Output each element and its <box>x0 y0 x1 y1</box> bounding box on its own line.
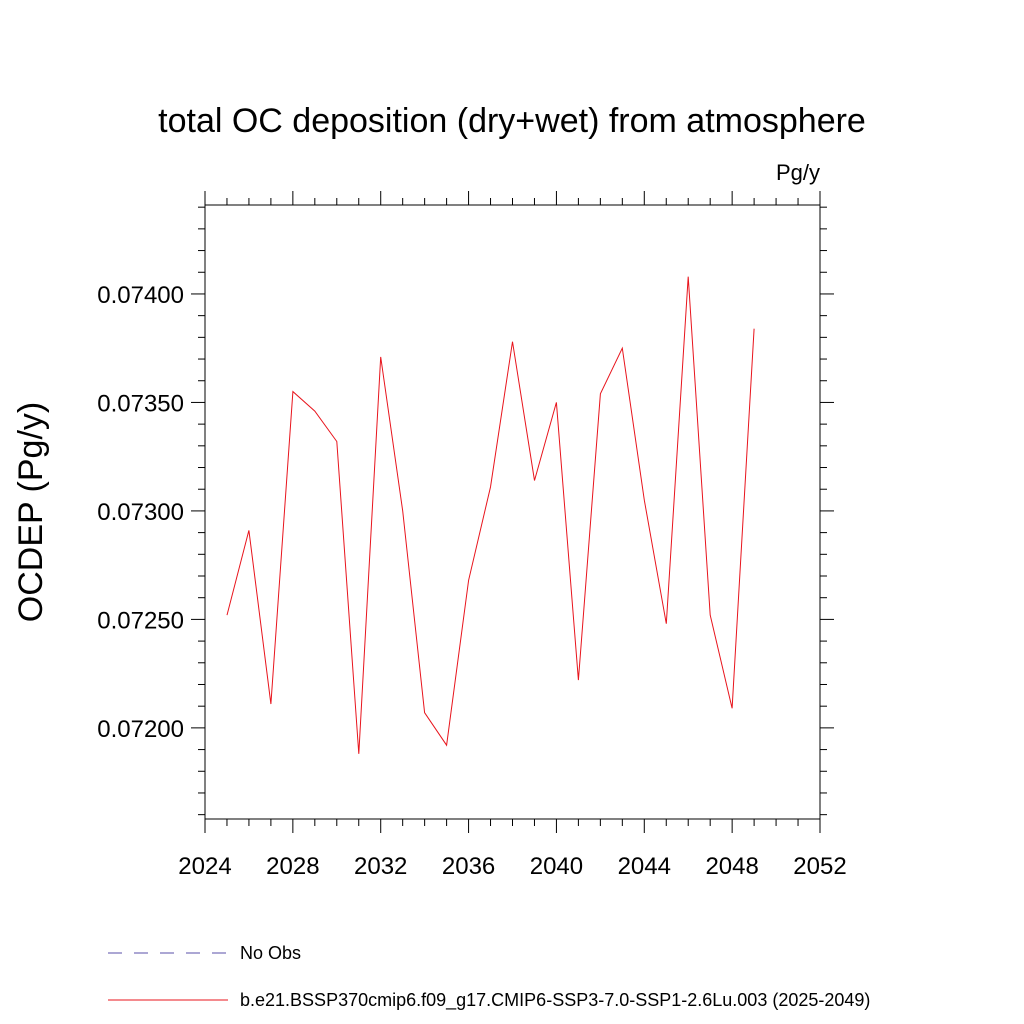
y-tick-label: 0.07400 <box>97 282 184 309</box>
x-tick-label: 2040 <box>530 853 583 880</box>
y-axis-label: OCDEP (Pg/y) <box>12 402 50 622</box>
y-tick-label: 0.07200 <box>97 716 184 743</box>
series-lines <box>226 276 755 754</box>
x-tick-label: 2024 <box>178 853 231 880</box>
y-tick-labels: 0.07200 0.07250 0.07300 0.07350 0.07400 <box>97 282 184 743</box>
x-tick-label: 2048 <box>705 853 758 880</box>
x-tick-label: 2044 <box>618 853 671 880</box>
x-tick-label: 2032 <box>354 853 407 880</box>
y-tick-label: 0.07350 <box>97 390 184 417</box>
y-tick-label: 0.07250 <box>97 607 184 634</box>
series-line-1 <box>226 276 755 754</box>
x-tick-label: 2036 <box>442 853 495 880</box>
x-tick-labels: 2024 2028 2032 2036 2040 2044 2048 2052 <box>178 853 846 880</box>
x-tick-label: 2028 <box>266 853 319 880</box>
chart-title: total OC deposition (dry+wet) from atmos… <box>158 102 866 140</box>
axis-ticks <box>191 191 834 833</box>
plot-frame <box>204 204 821 820</box>
y-tick-label: 0.07300 <box>97 499 184 526</box>
legend: No Obs b.e21.BSSP370cmip6.f09_g17.CMIP6-S… <box>108 943 870 1011</box>
x-tick-label: 2052 <box>793 853 846 880</box>
units-label: Pg/y <box>776 160 820 185</box>
legend-label: No Obs <box>240 943 301 963</box>
legend-label: b.e21.BSSP370cmip6.f09_g17.CMIP6-SSP3-7.… <box>240 990 870 1011</box>
